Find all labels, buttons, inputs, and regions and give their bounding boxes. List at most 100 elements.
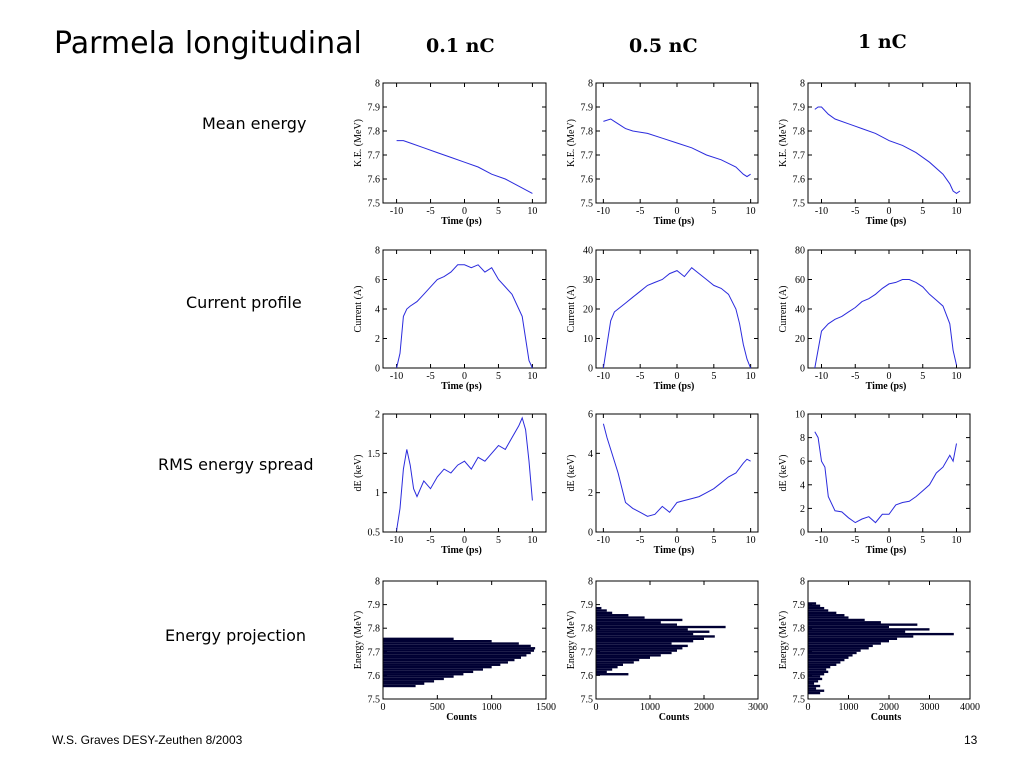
x-axis-label: Time (ps) (866, 545, 907, 556)
footer-credit: W.S. Graves DESY-Zeuthen 8/2003 (52, 733, 243, 747)
series-line (396, 264, 533, 369)
row-label-energy-projection: Energy projection (165, 626, 307, 645)
histogram-bar (808, 682, 815, 685)
x-tick-label: 1500 (536, 702, 556, 713)
y-tick-label: 2 (800, 504, 805, 515)
chart-panel-r2-c2: -10 -5 0 5 10 0 2 4 6 8 10 Time (ps) dE (keV) (778, 410, 971, 556)
x-tick-label: -10 (815, 206, 828, 217)
y-tick-label: 2 (375, 410, 380, 421)
y-tick-label: 7.9 (581, 600, 594, 611)
x-tick-label: 0 (462, 535, 467, 546)
x-tick-label: 0 (462, 206, 467, 217)
chart-panel-r1-c1: -10 -5 0 5 10 0 10 20 30 40 Time (ps) Current (A) (566, 246, 759, 392)
histogram-bar (808, 677, 823, 681)
x-tick-label: -10 (597, 371, 610, 382)
series-line (396, 140, 533, 194)
x-tick-label: -10 (390, 535, 403, 546)
y-tick-label: 8 (588, 79, 593, 90)
y-axis-label: dE (keV) (778, 455, 789, 492)
histogram-bar (596, 673, 629, 676)
series-line (814, 279, 957, 369)
y-tick-label: 7.5 (793, 695, 806, 706)
x-tick-label: 10 (952, 206, 962, 217)
histogram-bar (596, 654, 661, 657)
y-axis-label: Current (A) (353, 286, 364, 333)
y-tick-label: 0 (800, 364, 805, 375)
histogram-bar (808, 630, 906, 633)
series-line (602, 423, 751, 517)
y-tick-label: 8 (375, 577, 380, 588)
x-tick-label: 0 (887, 206, 892, 217)
chart-panel-r3-c0: 0 500 1000 1500 7.5 7.6 7.7 7.8 7.9 8 Counts Energy… (353, 577, 556, 724)
x-tick-label: 3000 (920, 702, 940, 713)
histogram-bar (596, 642, 672, 645)
x-tick-label: 5 (920, 535, 925, 546)
y-tick-label: 7.7 (581, 647, 594, 658)
y-tick-label: 10 (583, 334, 593, 345)
x-tick-label: 5 (711, 535, 716, 546)
histogram-bar (383, 668, 483, 671)
histogram-bar (596, 630, 710, 633)
histogram-bar (808, 647, 869, 650)
y-tick-label: 40 (795, 305, 805, 316)
plot-frame-overlay (595, 580, 759, 700)
histogram-bar (383, 680, 435, 683)
x-axis-label: Time (ps) (441, 545, 482, 556)
y-tick-label: 6 (375, 275, 380, 286)
histogram-bar (808, 656, 849, 659)
histogram-bar (383, 682, 425, 685)
column-header-0-5nc: 0.5 nC (629, 35, 698, 57)
y-tick-label: 7.7 (793, 647, 806, 658)
histogram-bar (596, 625, 726, 629)
x-tick-label: -10 (815, 371, 828, 382)
x-tick-label: 1000 (482, 702, 502, 713)
x-tick-label: 0 (806, 702, 811, 713)
chart-panel-r2-c0: -10 -5 0 5 10 0.5 1 1.5 2 Time (ps) dE (keV) (353, 410, 547, 556)
x-tick-label: 10 (746, 206, 756, 217)
y-tick-label: 8 (800, 79, 805, 90)
histogram-bar (808, 654, 853, 657)
histogram-bar (383, 637, 454, 640)
x-tick-label: 5 (920, 371, 925, 382)
row-label-mean-energy: Mean energy (202, 114, 307, 133)
slide-title: Parmela longitudinal (54, 26, 362, 61)
plot-frame (382, 82, 547, 204)
histogram-bar (808, 665, 831, 669)
x-tick-label: 10 (952, 535, 962, 546)
x-tick-label: -5 (851, 535, 859, 546)
y-tick-label: 7.8 (581, 624, 594, 635)
x-tick-label: -10 (390, 206, 403, 217)
x-axis-label: Time (ps) (866, 216, 907, 227)
x-axis-label: Time (ps) (866, 381, 907, 392)
y-tick-label: 1.5 (368, 449, 381, 460)
histogram-bar (808, 614, 845, 617)
histogram-bar (808, 606, 825, 610)
x-tick-label: -5 (636, 535, 644, 546)
histogram-bar (596, 663, 623, 666)
x-axis-label: Time (ps) (441, 381, 482, 392)
y-tick-label: 4 (800, 480, 805, 491)
y-tick-label: 2 (375, 334, 380, 345)
y-tick-label: 7.8 (368, 624, 381, 635)
histogram-bar (808, 642, 881, 645)
y-tick-label: 7.9 (793, 600, 806, 611)
y-axis-label: dE (keV) (566, 455, 577, 492)
x-tick-label: -10 (597, 535, 610, 546)
y-axis-label: K.E. (MeV) (566, 119, 577, 167)
histogram-bar (383, 663, 501, 666)
chart-panel-r2-c1: -10 -5 0 5 10 0 2 4 6 Time (ps) dE (keV) (566, 410, 759, 556)
histogram-bar (808, 661, 841, 664)
x-tick-label: -5 (426, 206, 434, 217)
x-tick-label: 0 (675, 371, 680, 382)
x-tick-label: 0 (887, 371, 892, 382)
y-tick-label: 4 (588, 449, 593, 460)
histogram-bar (383, 647, 536, 650)
y-tick-label: 7.6 (581, 175, 594, 186)
histogram-bar (383, 665, 492, 669)
histogram-bar (808, 658, 845, 662)
y-tick-label: 30 (583, 275, 593, 286)
y-tick-label: 0.5 (368, 528, 381, 539)
y-axis-label: dE (keV) (353, 455, 364, 492)
histogram-bar (596, 670, 607, 674)
histogram-bar (596, 647, 683, 650)
